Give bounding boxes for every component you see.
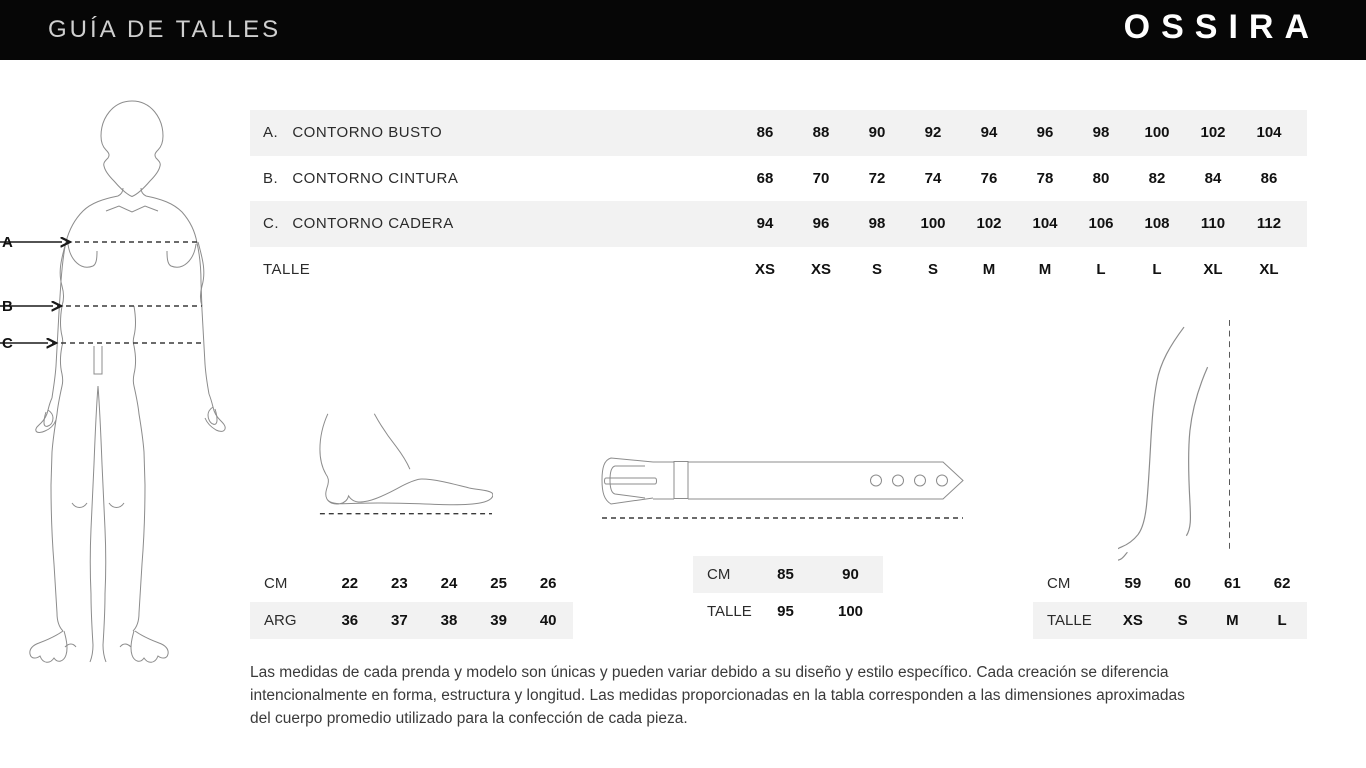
svg-text:C: C [2,335,13,352]
svg-text:A: A [2,234,13,251]
svg-text:B: B [2,298,13,315]
